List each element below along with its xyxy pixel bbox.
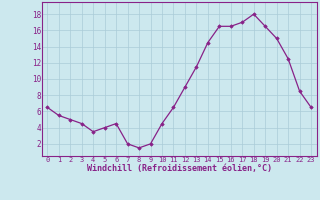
X-axis label: Windchill (Refroidissement éolien,°C): Windchill (Refroidissement éolien,°C) <box>87 164 272 173</box>
